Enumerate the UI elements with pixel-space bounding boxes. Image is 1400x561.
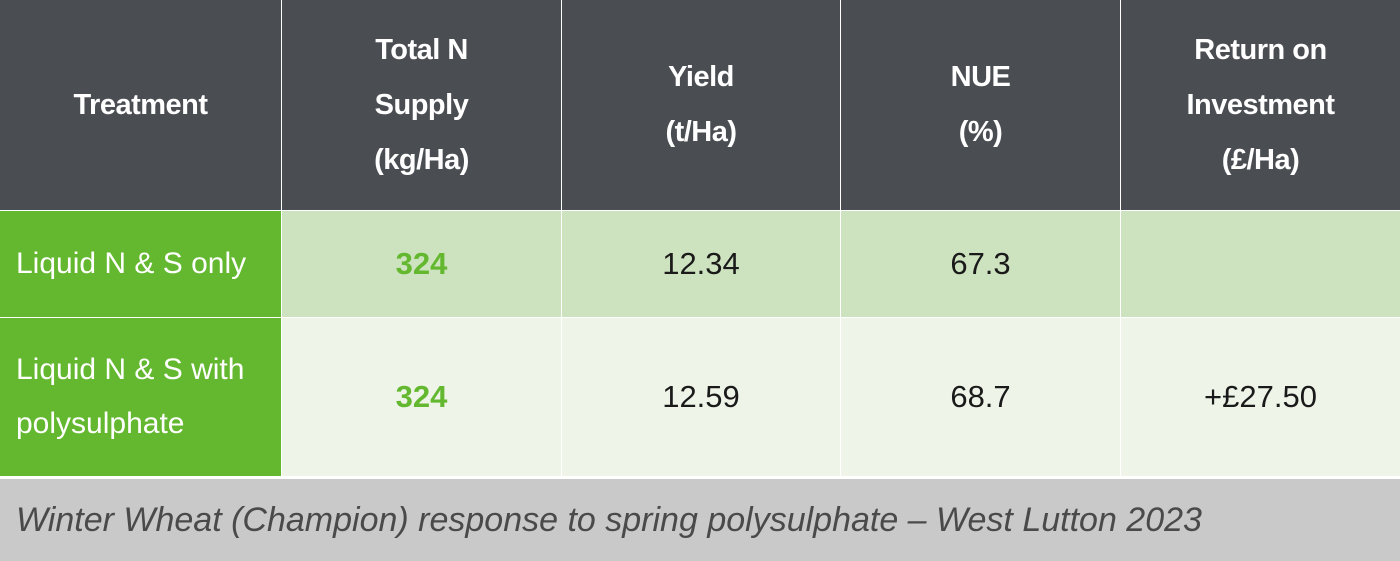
cell-text: 12.34 (662, 246, 740, 281)
header-text: NUE (950, 61, 1011, 93)
data-cell: +£27.50 (1121, 318, 1400, 476)
header-cell: Yield (t/Ha) (562, 0, 840, 210)
data-cell: 12.59 (562, 318, 840, 476)
header-text: (t/Ha) (665, 116, 737, 148)
cell-text: 12.59 (662, 379, 740, 414)
header-text: Treatment (73, 88, 208, 121)
row-label: Liquid N & S with polysulphate (0, 318, 281, 476)
header-text: Investment (1186, 88, 1335, 121)
header-cell: Return on Investment (£/Ha) (1121, 0, 1400, 210)
cell-text: +£27.50 (1204, 379, 1317, 414)
data-cell: 324 (282, 318, 561, 476)
caption: Winter Wheat (Champion) response to spri… (0, 479, 1400, 561)
header-text: Supply (374, 88, 469, 121)
cell-text: 68.7 (950, 379, 1011, 414)
header-text: Yield (668, 61, 734, 93)
header-text: Total N (375, 33, 468, 66)
header-cell: NUE (%) (841, 0, 1120, 210)
header-text: (kg/Ha) (374, 143, 469, 176)
row-label: Liquid N & S only (0, 211, 281, 317)
header-text: Return on (1194, 33, 1327, 66)
data-cell: 12.34 (562, 211, 840, 317)
data-cell: 68.7 (841, 318, 1120, 476)
data-cell (1121, 211, 1400, 317)
cell-text: 67.3 (950, 246, 1011, 281)
cell-text: Liquid N & S only (16, 247, 247, 280)
cell-text: 324 (395, 246, 448, 281)
cell-text: Liquid N & S with polysulphate (16, 353, 245, 440)
header-cell: Total N Supply (kg/Ha) (282, 0, 561, 210)
header-text: (%) (958, 116, 1003, 148)
data-cell: 67.3 (841, 211, 1120, 317)
cell-text: 324 (395, 379, 448, 414)
header-cell: Treatment (0, 0, 281, 210)
data-cell: 324 (282, 211, 561, 317)
header-text: (£/Ha) (1221, 143, 1300, 176)
